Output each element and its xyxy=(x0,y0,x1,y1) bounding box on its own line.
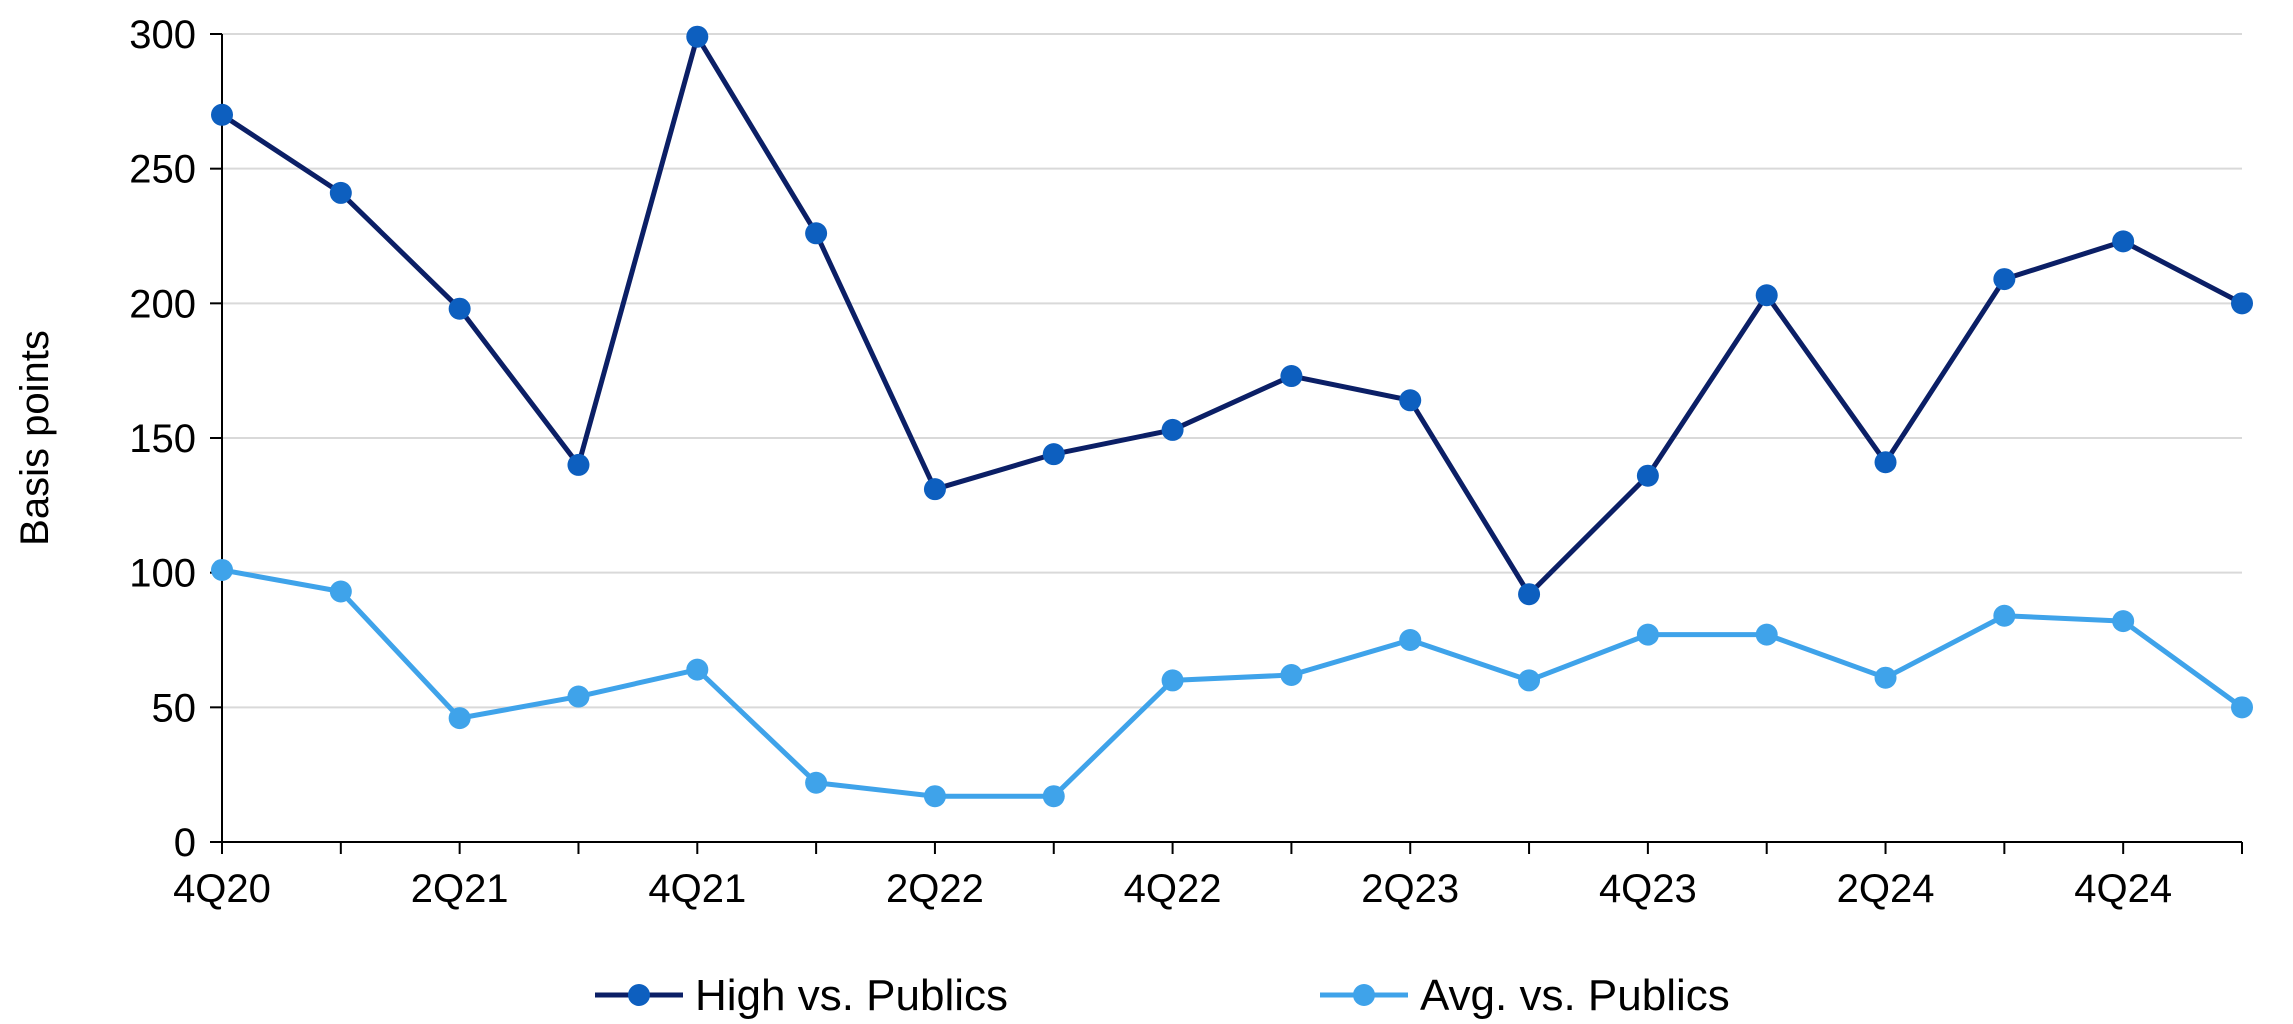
gridlines xyxy=(222,33,2242,709)
data-point xyxy=(1399,389,1422,412)
x-tick-label: 4Q20 xyxy=(173,867,271,911)
data-point xyxy=(2112,230,2135,253)
data-point xyxy=(448,297,471,320)
data-point xyxy=(1161,418,1184,441)
x-axis-ticks: 4Q20 2Q21 4Q21 2Q22 4Q22 2Q23 4Q23 2Q24 4Q24 xyxy=(173,842,2243,911)
data-point xyxy=(805,222,828,245)
x-tick-label: 4Q23 xyxy=(1599,867,1697,911)
y-tick-label: 100 xyxy=(129,552,196,596)
data-point xyxy=(1993,604,2016,627)
x-tick-label: 2Q22 xyxy=(886,867,984,911)
legend-label: Avg. vs. Publics xyxy=(1420,971,1730,1020)
x-tick-label: 2Q23 xyxy=(1361,867,1459,911)
data-point xyxy=(923,478,946,501)
legend-marker xyxy=(1353,984,1375,1006)
series-layer xyxy=(211,25,2253,808)
data-point xyxy=(2231,292,2253,315)
data-point xyxy=(1755,284,1778,307)
data-point xyxy=(1993,268,2016,291)
series-line xyxy=(220,34,2244,597)
y-tick-label: 200 xyxy=(129,282,196,326)
y-tick-label: 300 xyxy=(129,13,196,57)
data-point xyxy=(1874,451,1897,474)
series-0 xyxy=(211,25,2253,606)
x-tick-label: 2Q21 xyxy=(411,867,509,911)
legend-item: Avg. vs. Publics xyxy=(1320,971,1730,1020)
data-point xyxy=(805,771,828,794)
data-point xyxy=(1636,623,1659,646)
data-point xyxy=(329,580,352,603)
legend: High vs. Publics Avg. vs. Publics xyxy=(595,971,1730,1020)
data-point xyxy=(2231,696,2253,719)
data-point xyxy=(1280,365,1303,388)
data-point xyxy=(1755,623,1778,646)
legend-item: High vs. Publics xyxy=(595,971,1008,1020)
series-line xyxy=(221,567,2244,799)
series-1 xyxy=(211,558,2253,808)
data-point xyxy=(686,25,709,48)
y-axis-title: Basis points xyxy=(13,330,57,546)
data-point xyxy=(2112,610,2135,633)
x-tick-label: 2Q24 xyxy=(1837,867,1935,911)
x-tick-label: 4Q22 xyxy=(1124,867,1222,911)
data-point xyxy=(1874,666,1897,689)
data-point xyxy=(1399,629,1422,651)
data-point xyxy=(1518,583,1541,606)
data-point xyxy=(1518,669,1541,692)
y-tick-label: 250 xyxy=(129,148,196,192)
data-point xyxy=(1042,785,1065,808)
legend-marker xyxy=(628,984,650,1006)
data-point xyxy=(567,685,590,708)
y-tick-label: 0 xyxy=(174,821,196,865)
data-point xyxy=(1042,443,1065,466)
data-point xyxy=(1636,464,1659,487)
data-point xyxy=(567,453,590,476)
x-tick-label: 4Q24 xyxy=(2074,867,2172,911)
data-point xyxy=(923,785,946,808)
data-point xyxy=(1161,669,1184,692)
legend-label: High vs. Publics xyxy=(695,971,1008,1020)
data-point xyxy=(448,707,471,730)
x-tick-label: 4Q21 xyxy=(648,867,746,911)
y-tick-label: 150 xyxy=(129,417,196,461)
data-point xyxy=(686,658,709,681)
y-tick-label: 50 xyxy=(152,686,197,730)
data-point xyxy=(211,103,233,126)
data-point xyxy=(1280,664,1303,687)
y-axis-ticks: 0 50 100 150 200 250 300 xyxy=(129,13,222,865)
data-point xyxy=(211,558,233,581)
data-point xyxy=(329,181,352,204)
